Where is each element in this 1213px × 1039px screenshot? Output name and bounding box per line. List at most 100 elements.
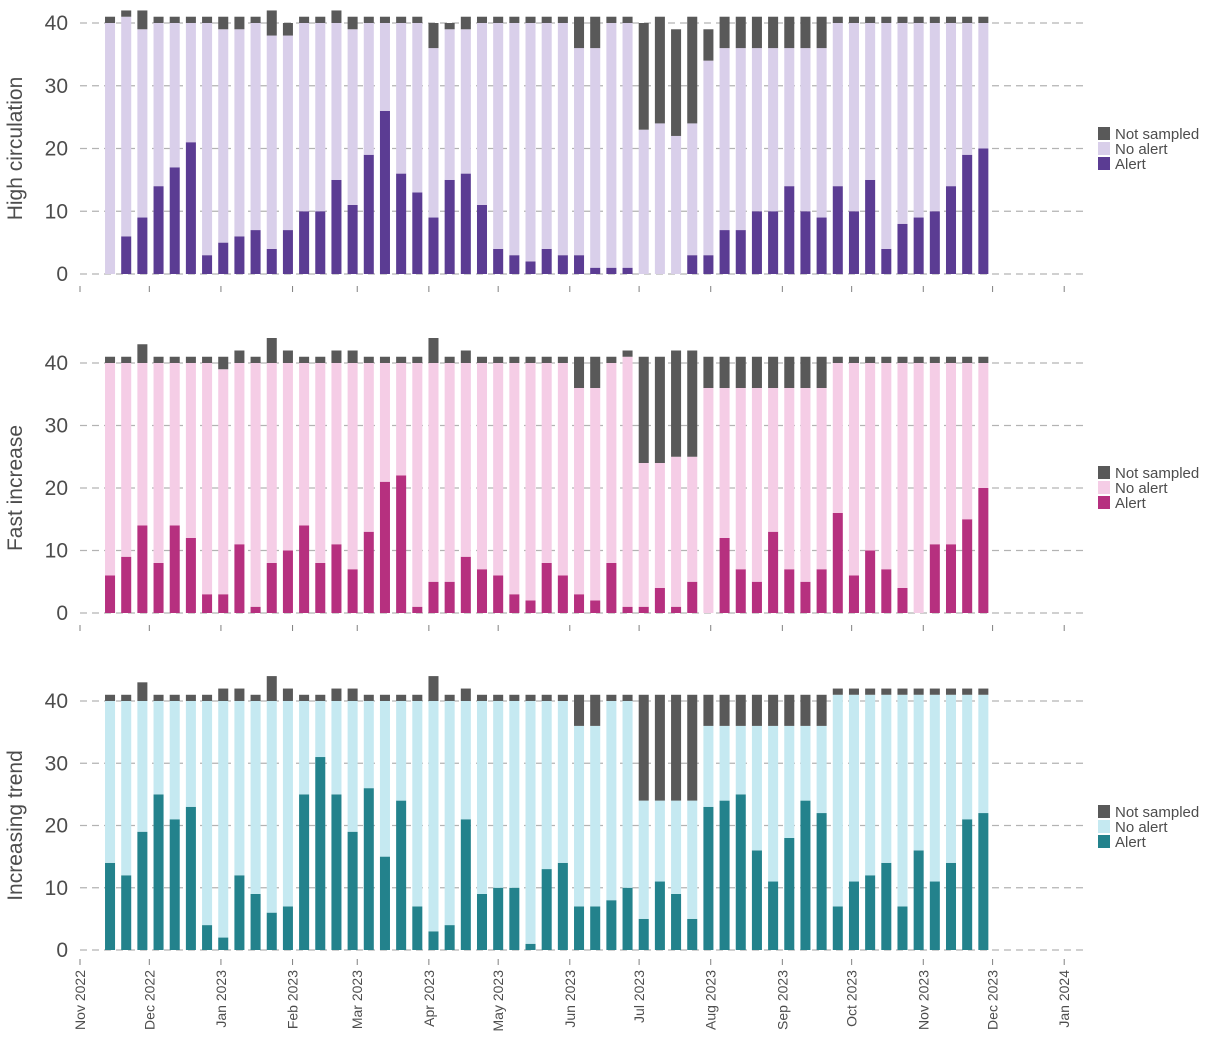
bar-stack xyxy=(590,16,601,274)
bar-not-sampled xyxy=(379,694,390,701)
bar-stack xyxy=(105,356,116,613)
bar-not-sampled xyxy=(897,688,908,695)
y-tick-label: 40 xyxy=(45,352,68,375)
bar-stack xyxy=(978,16,989,274)
bar-not-sampled xyxy=(945,356,957,363)
y-tick-label: 20 xyxy=(45,477,68,500)
bar-stack xyxy=(751,356,762,613)
bar-alert xyxy=(396,475,407,613)
bar-not-sampled xyxy=(751,694,762,726)
x-tick-label: Mar 2023 xyxy=(349,970,365,1029)
bar-no-alert xyxy=(606,701,617,901)
bar-stack xyxy=(363,356,374,613)
bar-alert xyxy=(250,606,261,613)
bar-not-sampled xyxy=(784,16,795,49)
bar-not-sampled xyxy=(703,694,714,726)
bar-no-alert xyxy=(202,363,213,595)
bar-alert xyxy=(299,211,310,274)
bar-alert xyxy=(541,563,552,613)
bar-alert xyxy=(962,519,973,613)
bar-not-sampled xyxy=(703,29,714,61)
bar-stack xyxy=(315,694,326,950)
bar-not-sampled xyxy=(816,356,827,388)
bar-stack xyxy=(121,10,132,274)
legend-label: No alert xyxy=(1115,141,1168,158)
bar-no-alert xyxy=(945,363,957,545)
bar-alert xyxy=(929,544,940,613)
bar-stack xyxy=(412,356,423,613)
bar-not-sampled xyxy=(735,16,746,49)
bar-no-alert xyxy=(978,363,989,488)
bar-not-sampled xyxy=(476,16,488,23)
bar-not-sampled xyxy=(865,16,876,23)
bar-alert xyxy=(428,931,439,950)
bar-stack xyxy=(913,688,924,950)
bar-stack xyxy=(363,16,374,274)
bar-not-sampled xyxy=(768,16,779,49)
bar-not-sampled xyxy=(768,356,779,388)
bar-no-alert xyxy=(169,23,180,168)
bar-not-sampled xyxy=(751,16,762,49)
bar-alert xyxy=(881,862,892,950)
bar-alert xyxy=(962,154,973,274)
bar-stack xyxy=(250,356,261,613)
bar-stack xyxy=(121,694,132,950)
x-tick-label: Jan 2023 xyxy=(213,970,229,1028)
bar-no-alert xyxy=(460,701,471,820)
bar-not-sampled xyxy=(832,688,843,695)
bar-no-alert xyxy=(622,23,633,268)
bar-not-sampled xyxy=(929,688,940,695)
bar-no-alert xyxy=(913,694,924,851)
bar-no-alert xyxy=(719,48,730,231)
bar-alert xyxy=(218,937,229,950)
bar-no-alert xyxy=(541,363,552,563)
bar-not-sampled xyxy=(153,356,164,363)
bar-not-sampled xyxy=(832,356,843,363)
bar-alert xyxy=(622,267,633,274)
bar-not-sampled xyxy=(379,356,390,363)
bar-alert xyxy=(816,217,827,274)
bar-not-sampled xyxy=(137,10,148,30)
bar-stack xyxy=(137,10,148,274)
bar-stack xyxy=(751,16,762,274)
bar-alert xyxy=(606,267,617,274)
bar-no-alert xyxy=(638,463,649,607)
bar-stack xyxy=(832,356,843,613)
bar-not-sampled xyxy=(315,694,326,701)
bar-alert xyxy=(590,906,601,950)
bar-not-sampled xyxy=(881,16,892,23)
bar-stack xyxy=(590,356,601,613)
legend-swatch xyxy=(1098,127,1110,140)
bar-stack xyxy=(784,694,795,950)
y-tick-label: 0 xyxy=(56,939,68,962)
bar-no-alert xyxy=(557,363,568,576)
bar-no-alert xyxy=(751,48,762,212)
bar-stack xyxy=(412,16,423,274)
bar-alert xyxy=(671,893,682,950)
x-tick-label: Nov 2023 xyxy=(915,970,931,1030)
bar-stack xyxy=(719,16,730,274)
bar-stack xyxy=(962,16,973,274)
bar-stack xyxy=(460,16,471,274)
bar-alert xyxy=(654,881,665,950)
bar-alert xyxy=(363,788,374,950)
bar-not-sampled xyxy=(557,356,568,363)
bar-no-alert xyxy=(121,363,132,557)
bar-no-alert xyxy=(218,369,229,595)
bar-not-sampled xyxy=(509,16,520,23)
bar-alert xyxy=(396,800,407,950)
bar-not-sampled xyxy=(412,16,423,23)
bar-alert xyxy=(153,563,164,613)
bar-stack xyxy=(557,16,568,274)
bar-not-sampled xyxy=(363,16,374,23)
legend-swatch xyxy=(1098,805,1110,818)
bar-alert xyxy=(476,569,488,613)
bar-not-sampled xyxy=(719,694,730,726)
bar-stack xyxy=(509,356,520,613)
x-tick-label: May 2023 xyxy=(490,970,506,1032)
bar-stack xyxy=(687,16,698,274)
bar-stack xyxy=(671,29,682,274)
bar-stack xyxy=(703,29,714,274)
bar-stack xyxy=(525,694,536,950)
